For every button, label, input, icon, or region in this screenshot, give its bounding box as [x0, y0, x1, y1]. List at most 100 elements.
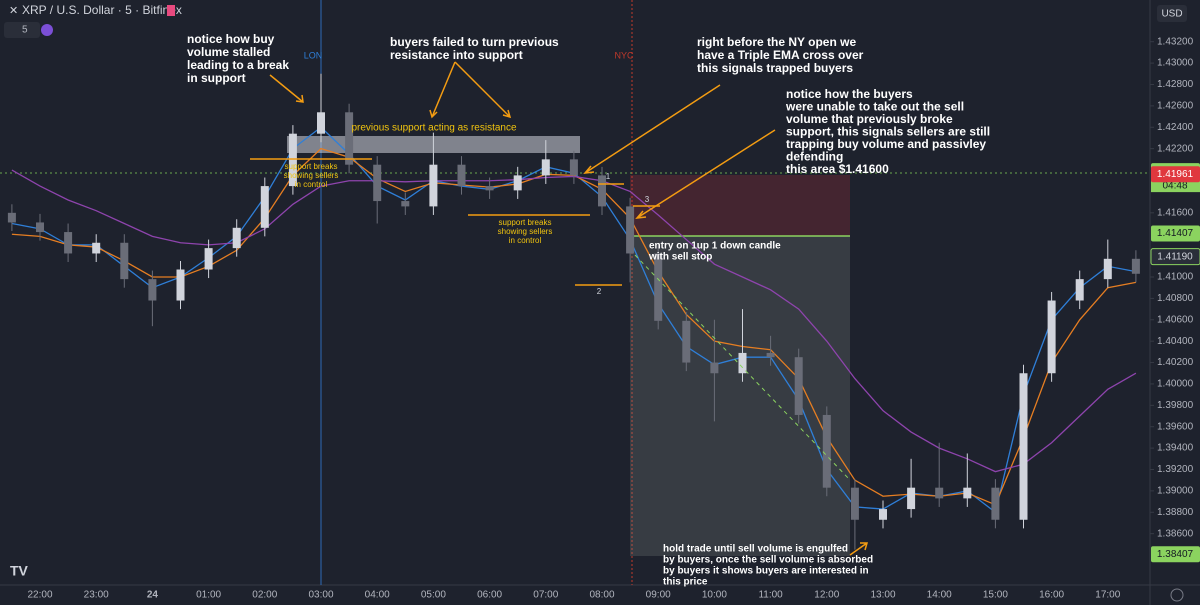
target-path — [634, 254, 851, 481]
y-tick-label: 1.38800 — [1157, 507, 1194, 518]
y-tick-label: 1.42200 — [1157, 143, 1194, 154]
y-tick-label: 1.39200 — [1157, 464, 1194, 475]
candle-body — [569, 159, 578, 176]
candle-body — [457, 164, 466, 187]
annotation: trapping buy volume and passivley — [786, 137, 986, 151]
annotation: in control — [509, 236, 542, 245]
y-tick-label: 1.39000 — [1157, 486, 1194, 497]
price-tag-label: 1.38407 — [1157, 549, 1194, 560]
annotation: by buyers, once the sell volume is absor… — [663, 555, 873, 566]
annotation: volume that previously broke — [786, 112, 953, 126]
candle-body — [682, 320, 691, 363]
currency[interactable]: USD — [1161, 9, 1182, 20]
arrow — [454, 61, 512, 119]
price-tag — [1151, 166, 1200, 183]
annotation: were unable to take out the sell — [785, 100, 964, 114]
stop-zone — [630, 175, 850, 236]
annotation: resistance into support — [390, 48, 523, 62]
annotation: hold trade until sell volume is engulfed — [663, 544, 848, 555]
x-tick-label: 08:00 — [589, 590, 614, 601]
candle-body — [935, 487, 944, 499]
annotation: by buyers it shows buyers are interested… — [663, 566, 869, 577]
flag[interactable] — [167, 5, 175, 16]
candle-body — [401, 201, 410, 207]
candle-body — [148, 279, 157, 301]
y-tick-label: 1.43000 — [1157, 58, 1194, 69]
price-tag-label: 1.41961 — [1157, 169, 1194, 180]
y-tick-label: 1.39400 — [1157, 443, 1194, 454]
currency-button[interactable] — [1157, 5, 1187, 22]
candle-body — [317, 112, 325, 134]
price-tag — [1151, 225, 1200, 242]
interval: 5 — [22, 25, 28, 36]
x-tick-label: 09:00 — [646, 590, 671, 601]
annotation: in support — [187, 71, 246, 85]
candle-body — [879, 509, 887, 520]
candle-body — [1131, 258, 1140, 274]
candle-body — [92, 242, 101, 254]
price-tag — [1151, 546, 1200, 563]
x-tick-label: 11:00 — [758, 590, 783, 601]
x-tick-label: 22:00 — [27, 590, 52, 601]
price-tag-label: 1.41407 — [1157, 228, 1194, 239]
annotation: previous support acting as resistance — [351, 123, 517, 134]
x-tick-label: 17:00 — [1095, 590, 1120, 601]
x-tick-label: 16:00 — [1039, 590, 1064, 601]
candle-body — [598, 175, 606, 207]
annotation: volume stalled — [187, 45, 270, 59]
candle-body — [1047, 300, 1056, 374]
arrow — [429, 61, 456, 119]
candle-body — [991, 487, 1000, 520]
x-tick-label: 12:00 — [814, 590, 839, 601]
x-tick-label: 07:00 — [533, 590, 558, 601]
annotation: support, this signals sellers are still — [786, 125, 990, 139]
y-tick-label: 1.39800 — [1157, 400, 1194, 411]
y-tick-label: 1.42800 — [1157, 79, 1194, 90]
x-tick-label: 02:00 — [252, 590, 277, 601]
annotation: in control — [295, 180, 328, 189]
plot — [7, 41, 1154, 550]
x-tick-label: 24 — [147, 590, 159, 601]
candle-body — [907, 487, 916, 510]
annotation: notice how buy — [187, 32, 275, 46]
annotation: 1 — [606, 172, 611, 181]
arrow — [635, 129, 776, 219]
y-tick-label: 1.40000 — [1157, 379, 1194, 390]
settings-icon[interactable] — [1170, 588, 1184, 602]
y-tick-label: 1.40400 — [1157, 336, 1194, 347]
y-tick-label: 1.41000 — [1157, 272, 1194, 283]
annotation: buyers failed to turn previous — [390, 35, 559, 49]
y-tick-label: 1.38600 — [1157, 528, 1194, 539]
annotation: 2 — [597, 287, 602, 296]
x-tick-label: 10:00 — [702, 590, 727, 601]
candle-body — [64, 232, 73, 254]
y-tick-label: 1.39600 — [1157, 421, 1194, 432]
candle-body — [766, 352, 775, 358]
arrow — [583, 84, 721, 174]
indicator-pill[interactable] — [4, 22, 40, 38]
indicator-icon[interactable] — [41, 24, 53, 36]
candle-body — [513, 175, 522, 191]
x-tick-label: 23:00 — [84, 590, 109, 601]
close-icon[interactable]: ✕ — [9, 5, 18, 17]
candle-body — [7, 212, 16, 223]
y-tick-label: 1.40200 — [1157, 357, 1194, 368]
annotation: leading to a break — [187, 58, 289, 72]
x-tick-label: 14:00 — [927, 590, 952, 601]
y-tick-label: 1.40600 — [1157, 314, 1194, 325]
candle-body — [429, 164, 438, 207]
y-tick-label: 1.43200 — [1157, 36, 1194, 47]
x-tick-label: 01:00 — [196, 590, 221, 601]
candle-body — [850, 487, 859, 520]
annotation: support breaks — [499, 218, 552, 227]
arrow — [849, 542, 868, 556]
candle-body — [626, 206, 635, 254]
y-tick-label: 1.42600 — [1157, 101, 1194, 112]
candle-body — [204, 248, 213, 270]
candle-body — [794, 357, 803, 415]
candle-body — [288, 133, 297, 187]
annotation: with sell stop — [648, 252, 712, 263]
